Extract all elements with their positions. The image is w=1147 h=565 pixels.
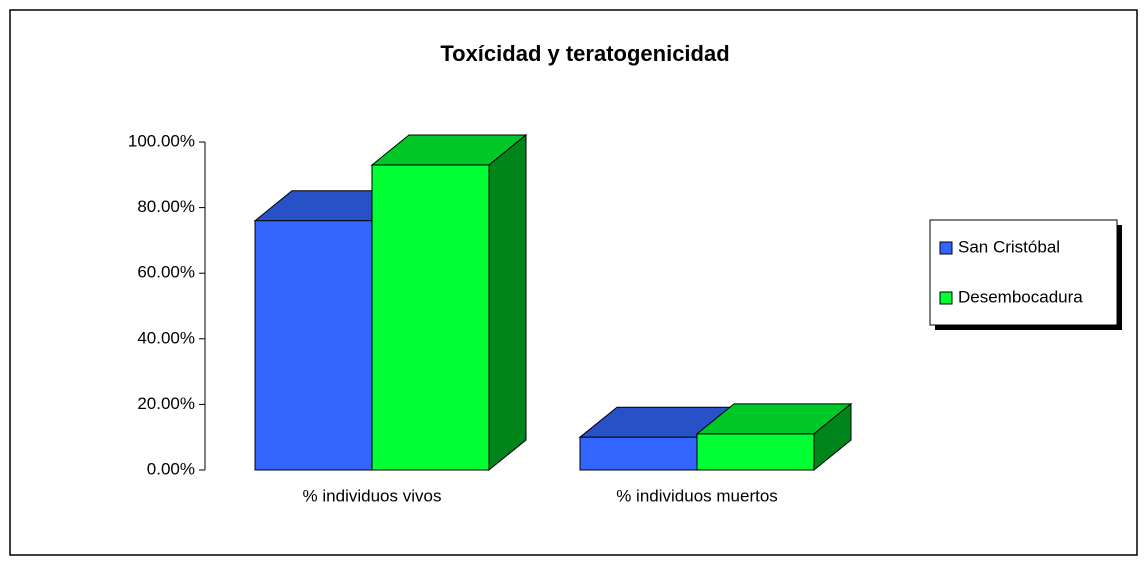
y-tick-label: 60.00% bbox=[137, 263, 195, 282]
y-tick-label: 0.00% bbox=[147, 459, 195, 478]
legend-label: San Cristóbal bbox=[958, 237, 1060, 256]
bar-side bbox=[488, 133, 527, 472]
bar bbox=[696, 433, 815, 471]
y-tick-label: 20.00% bbox=[137, 394, 195, 413]
bar bbox=[371, 164, 490, 471]
y-tick-label: 100.00% bbox=[128, 131, 195, 150]
y-tick-label: 80.00% bbox=[137, 197, 195, 216]
bar bbox=[254, 220, 373, 471]
legend bbox=[929, 219, 1118, 326]
bar bbox=[579, 436, 698, 471]
x-tick-label: % individuos muertos bbox=[616, 486, 778, 505]
legend-swatch bbox=[939, 291, 953, 305]
x-tick-label: % individuos vivos bbox=[303, 486, 442, 505]
legend-swatch bbox=[939, 241, 953, 255]
chart-title: Toxícidad y teratogenicidad bbox=[440, 41, 729, 66]
legend-label: Desembocadura bbox=[958, 287, 1083, 306]
y-tick-label: 40.00% bbox=[137, 328, 195, 347]
